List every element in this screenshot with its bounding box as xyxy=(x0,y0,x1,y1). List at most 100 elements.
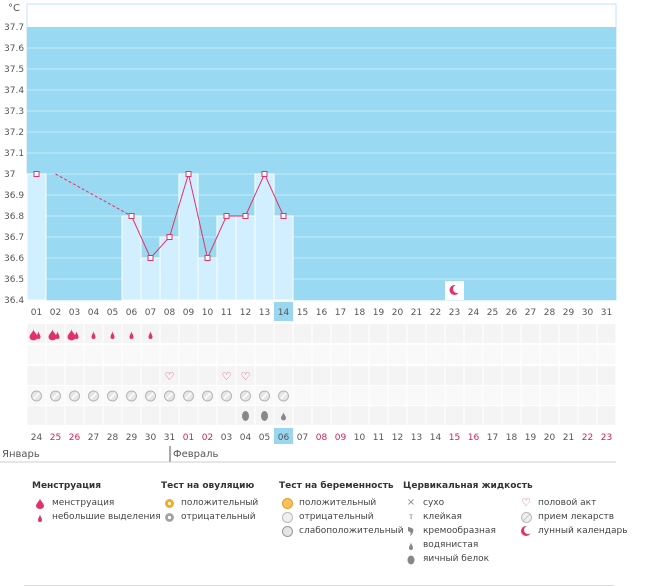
pill-icon-stripe xyxy=(165,392,174,400)
legend-title: Тест на беременность xyxy=(279,481,394,491)
interpolated-line xyxy=(55,173,132,217)
temp-bar-13 xyxy=(254,173,275,301)
calendar-date: 05 xyxy=(259,433,270,443)
pill-icon-stripe xyxy=(184,392,193,400)
legend-item: небольшие выделения xyxy=(32,510,161,524)
plot-area xyxy=(27,27,616,300)
y-tick-label: 37.6 xyxy=(4,44,24,54)
temp-point-11 xyxy=(223,213,230,219)
calendar-date: 09 xyxy=(335,433,347,443)
pill-icon-stripe xyxy=(222,392,231,400)
y-tick-label: 36.8 xyxy=(4,212,24,222)
y-tick-label: 37.3 xyxy=(4,107,24,117)
x-tick-label: 22 xyxy=(430,308,441,318)
legend-item: положительный xyxy=(279,496,404,510)
heart-icon: ♡ xyxy=(521,496,531,509)
x-tick-label: 18 xyxy=(354,308,366,318)
month-label: Февраль xyxy=(173,449,219,460)
x-tick-label: 11 xyxy=(221,308,232,318)
heavy-drop-icon xyxy=(74,331,79,339)
legend-label: менструация xyxy=(52,498,115,508)
calendar-date: 14 xyxy=(430,433,442,443)
egg-white-icon xyxy=(242,411,249,421)
calendar-date: 06 xyxy=(278,433,290,443)
bottom-divider xyxy=(24,585,614,586)
pregnancy-positive-icon xyxy=(281,497,293,509)
y-tick-label: 37.5 xyxy=(4,65,24,75)
dry-cross-icon: × xyxy=(406,497,416,508)
light-drop-icon xyxy=(129,331,134,339)
calendar-date: 12 xyxy=(392,433,403,443)
x-tick-label: 08 xyxy=(164,308,176,318)
ovulation-positive-icon xyxy=(163,497,175,509)
calendar-date: 21 xyxy=(563,433,574,443)
y-tick-label: 36.7 xyxy=(4,233,24,243)
legend-label: половой акт xyxy=(538,498,597,508)
x-tick-label: 30 xyxy=(582,308,594,318)
pill-icon-stripe xyxy=(70,392,79,400)
moon-icon-cutout xyxy=(453,285,461,293)
calendar-date: 08 xyxy=(316,433,328,443)
legend-label: отрицательный xyxy=(181,512,256,522)
pill-icon-stripe xyxy=(127,392,136,400)
x-tick-label: 02 xyxy=(50,308,61,318)
calendar-date: 11 xyxy=(373,433,384,443)
temp-bar-09 xyxy=(178,173,199,301)
legend-item: ⲧ клейкая xyxy=(403,510,533,524)
temp-point-08 xyxy=(166,234,173,240)
heart-icon: ♡ xyxy=(241,370,251,383)
light-drop-icon xyxy=(110,331,115,339)
legend-item: ♡ половой акт xyxy=(518,496,628,510)
heavy-drop-icon xyxy=(29,329,38,341)
pill-icon-stripe xyxy=(89,392,98,400)
x-tick-label: 12 xyxy=(240,308,251,318)
legend-item: яичный белок xyxy=(403,552,533,566)
pill-icon-stripe xyxy=(51,392,60,400)
calendar-date: 04 xyxy=(240,433,252,443)
heavy-drop-icon xyxy=(48,329,57,341)
legend-item: × сухо xyxy=(403,496,533,510)
legend-cervical-fluid: Цервикальная жидкость × сухо ⲧ клейкая кре… xyxy=(403,481,533,566)
calendar-date: 18 xyxy=(506,433,518,443)
legend-label: положительный xyxy=(181,498,259,508)
pill-icon-stripe xyxy=(146,392,155,400)
temp-point-09 xyxy=(185,171,192,177)
x-tick-label: 01 xyxy=(31,308,42,318)
x-tick-label: 25 xyxy=(487,308,498,318)
calendar-date: 13 xyxy=(411,433,422,443)
legend-label: кремообразная xyxy=(423,526,496,536)
calendar-date: 17 xyxy=(487,433,498,443)
x-tick-label: 26 xyxy=(506,308,518,318)
x-tick-label: 31 xyxy=(601,308,612,318)
pill-icon-stripe xyxy=(32,392,41,400)
light-drop-icon xyxy=(91,331,96,339)
calendar-date: 03 xyxy=(221,433,232,443)
calendar-date: 20 xyxy=(544,433,556,443)
calendar-date: 31 xyxy=(164,433,175,443)
event-row xyxy=(27,386,616,405)
temp-bar-11 xyxy=(216,215,237,301)
ovulation-negative-icon xyxy=(163,511,175,523)
legend-item: водянистая xyxy=(403,538,533,552)
x-tick-label: 23 xyxy=(449,308,460,318)
x-tick-label: 27 xyxy=(525,308,536,318)
calendar-date: 02 xyxy=(202,433,213,443)
x-tick-label: 20 xyxy=(392,308,404,318)
legend-item: отрицательный xyxy=(161,510,258,524)
event-row xyxy=(27,406,616,425)
calendar-date: 24 xyxy=(31,433,43,443)
heavy-drop-icon xyxy=(55,331,60,339)
unit-label: °C xyxy=(8,3,20,14)
calendar-date: 10 xyxy=(354,433,366,443)
calendar-date: 19 xyxy=(525,433,537,443)
legend-title: Цервикальная жидкость xyxy=(403,481,533,491)
heavy-drop-icon xyxy=(67,329,76,341)
legend-ovulation-test: Тест на овуляцию положительный отрицател… xyxy=(161,481,258,524)
legend-item: слабоположительный xyxy=(279,524,404,538)
pill-icon-stripe xyxy=(260,392,269,400)
x-tick-label: 28 xyxy=(544,308,556,318)
legend-label: отрицательный xyxy=(299,512,374,522)
pregnancy-weak-icon xyxy=(281,525,293,537)
temp-point-13 xyxy=(261,171,268,177)
temp-bar-08 xyxy=(159,236,180,301)
